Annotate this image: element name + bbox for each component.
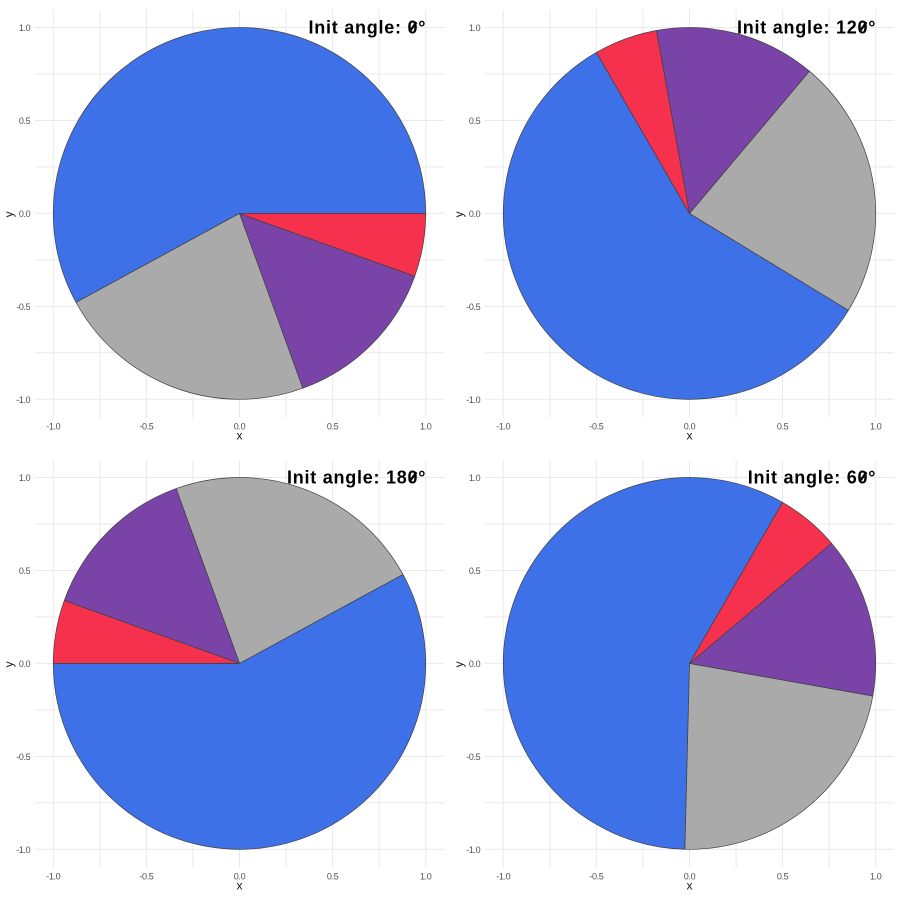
svg-text:-0.5: -0.5 [16,302,30,312]
svg-text:1.0: 1.0 [870,421,882,431]
svg-text:0.5: 0.5 [327,421,339,431]
svg-text:0.5: 0.5 [777,871,789,881]
svg-text:0.5: 0.5 [327,871,339,881]
svg-text:1.0: 1.0 [19,473,31,483]
svg-text:-0.5: -0.5 [589,871,603,881]
svg-text:-0.5: -0.5 [139,421,153,431]
svg-text:y: y [2,211,16,217]
svg-text:y: y [2,661,16,667]
svg-text:0.5: 0.5 [19,566,31,576]
svg-text:0.0: 0.0 [684,421,696,431]
svg-text:x: x [237,428,243,442]
svg-text:0.0: 0.0 [469,659,481,669]
svg-text:0.0: 0.0 [469,209,481,219]
svg-text:1.0: 1.0 [870,871,882,881]
svg-text:-1.0: -1.0 [466,395,480,405]
svg-text:x: x [237,878,243,892]
svg-text:-1.0: -1.0 [466,845,480,855]
svg-text:-0.5: -0.5 [466,302,480,312]
svg-text:y: y [452,211,466,217]
svg-text:0.0: 0.0 [684,871,696,881]
svg-text:1.0: 1.0 [19,23,31,33]
svg-text:0.0: 0.0 [234,871,246,881]
svg-text:0.5: 0.5 [777,421,789,431]
svg-text:-0.5: -0.5 [139,871,153,881]
svg-text:-1.0: -1.0 [496,421,510,431]
svg-text:-0.5: -0.5 [16,752,30,762]
svg-text:0.0: 0.0 [19,209,31,219]
svg-text:-1.0: -1.0 [46,871,60,881]
svg-text:x: x [687,428,693,442]
svg-text:0.5: 0.5 [19,116,31,126]
svg-text:1.0: 1.0 [420,871,432,881]
svg-text:-0.5: -0.5 [466,752,480,762]
svg-text:0.5: 0.5 [469,116,481,126]
svg-text:-0.5: -0.5 [589,421,603,431]
svg-text:y: y [452,661,466,667]
svg-text:1.0: 1.0 [469,23,481,33]
svg-text:x: x [687,878,693,892]
svg-text:Init angle: 0°: Init angle: 0° [308,17,426,37]
svg-text:0.5: 0.5 [469,566,481,576]
svg-text:-1.0: -1.0 [496,871,510,881]
svg-text:0.0: 0.0 [234,421,246,431]
svg-text:Init angle: 180°: Init angle: 180° [287,467,426,487]
svg-text:-1.0: -1.0 [46,421,60,431]
svg-text:-1.0: -1.0 [16,395,30,405]
svg-text:Init angle: 120°: Init angle: 120° [737,17,876,37]
svg-text:1.0: 1.0 [469,473,481,483]
svg-text:1.0: 1.0 [420,421,432,431]
svg-text:0.0: 0.0 [19,659,31,669]
svg-text:Init angle: 60°: Init angle: 60° [748,467,876,487]
svg-text:-1.0: -1.0 [16,845,30,855]
